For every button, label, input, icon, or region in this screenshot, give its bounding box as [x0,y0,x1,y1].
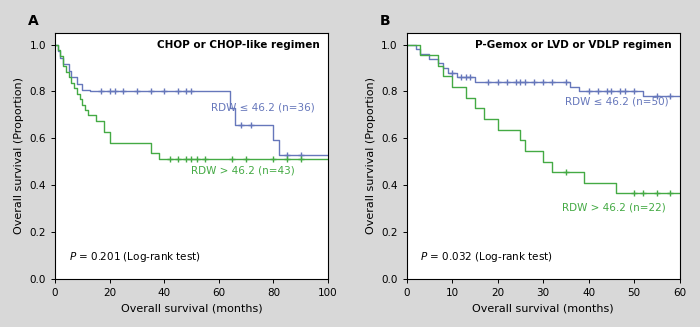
Text: RDW > 46.2 (n=22): RDW > 46.2 (n=22) [562,202,666,212]
Text: A: A [28,14,38,28]
Text: $\mathit{P}$ = 0.201 (Log-rank test): $\mathit{P}$ = 0.201 (Log-rank test) [69,250,201,264]
Text: RDW ≤ 46.2 (n=50): RDW ≤ 46.2 (n=50) [565,97,668,107]
Text: RDW > 46.2 (n=43): RDW > 46.2 (n=43) [191,165,295,176]
Y-axis label: Overall survival (Proportion): Overall survival (Proportion) [365,77,375,234]
Y-axis label: Overall survival (Proportion): Overall survival (Proportion) [14,77,24,234]
Text: P-Gemox or LVD or VDLP regimen: P-Gemox or LVD or VDLP regimen [475,40,671,50]
X-axis label: Overall survival (months): Overall survival (months) [120,303,262,313]
Text: RDW ≤ 46.2 (n=36): RDW ≤ 46.2 (n=36) [211,103,314,113]
Text: B: B [379,14,390,28]
X-axis label: Overall survival (months): Overall survival (months) [473,303,614,313]
Text: $\mathit{P}$ = 0.032 (Log-rank test): $\mathit{P}$ = 0.032 (Log-rank test) [420,250,553,264]
Text: CHOP or CHOP-like regimen: CHOP or CHOP-like regimen [157,40,320,50]
